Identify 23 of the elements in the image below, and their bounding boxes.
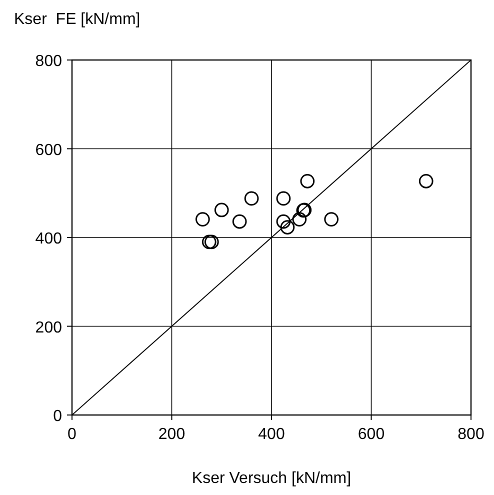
point: [276, 191, 291, 206]
x-tick-label: 800: [458, 426, 484, 443]
x-tick-label: 0: [68, 426, 77, 443]
y-axis-title: Kser FE [kN/mm]: [14, 11, 140, 28]
point: [292, 212, 307, 226]
x-tick-label: 400: [258, 426, 285, 443]
y-tick-label: 800: [35, 53, 62, 70]
point: [244, 191, 259, 206]
point: [214, 202, 229, 218]
point: [280, 220, 295, 234]
y-tick-label: 400: [35, 230, 62, 248]
point: [232, 214, 247, 229]
point: [418, 174, 434, 188]
x-tick-label: 200: [158, 426, 186, 443]
y-tick-label: 200: [35, 319, 62, 336]
point: [195, 212, 210, 226]
x-tick-label: 600: [358, 426, 385, 443]
point: [324, 212, 339, 226]
y-tick-label: 0: [53, 408, 62, 425]
y-tick-label: 600: [35, 142, 62, 159]
point: [300, 174, 315, 188]
x-axis-title: Kser Versuch [kN/mm]: [192, 470, 352, 487]
point: [276, 214, 291, 229]
